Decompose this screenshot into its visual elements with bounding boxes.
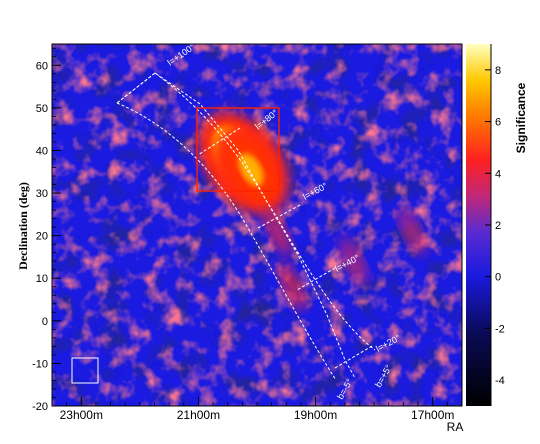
y-tick-label: 30 [36,188,48,200]
y-tick-label: 50 [36,103,48,115]
y-tick-label: -20 [32,401,48,413]
hotspot [397,207,427,256]
colorbar-tick-label: 4 [495,168,501,180]
hotspot [263,207,292,256]
colorbar-label: Significance [514,82,528,153]
x-axis-label: RA [447,420,464,434]
noise-warm-layer [52,44,462,406]
psf-box [71,357,99,384]
hotspot [339,237,368,286]
y-tick-label: 20 [36,231,48,243]
colorbar-tick-label: 0 [495,272,501,284]
x-tick-label: 19h00m [294,408,337,422]
region-box [196,107,280,192]
hotspot [277,262,307,311]
y-tick-label: 10 [36,273,48,285]
plane-longitude-tick [197,127,241,156]
plane-longitude-tick [116,72,156,104]
x-tick-label: 17h00m [411,408,454,422]
colorbar-tick-label: 8 [495,65,501,77]
colorbar-tick-label: -4 [495,375,505,387]
y-axis-label: Declination (deg) [16,182,30,270]
colorbar-axis: -4 -2 0 2 4 6 8 [485,44,505,406]
y-tick-label: 60 [36,60,48,72]
y-tick-label: 0 [42,316,48,328]
plane-longitude-tick [296,267,336,291]
y-tick-label: 40 [36,145,48,157]
colorbar-tick-label: 2 [495,220,501,232]
x-axis: 23h00m 21h00m 19h00m 17h00m [60,397,454,422]
hotspots [198,111,427,311]
y-tick-label: -10 [32,358,48,370]
plane-longitude-tick [257,204,301,229]
plane-edge-bminus [116,102,337,381]
x-tick-label: 21h00m [177,408,220,422]
y-axis: -20 -10 0 10 20 30 40 50 60 [32,47,61,413]
colorbar-tick-label: 6 [495,117,501,129]
x-tick-label: 23h00m [60,408,103,422]
plane-edge-bplus [116,72,356,379]
colorbar-tick-label: -2 [495,323,505,335]
plane-longitude-tick [334,345,373,369]
plot-area: l=+100°l=+80°l=+60°l=+40°l=+20°b=-5°b=+5… [52,44,462,406]
